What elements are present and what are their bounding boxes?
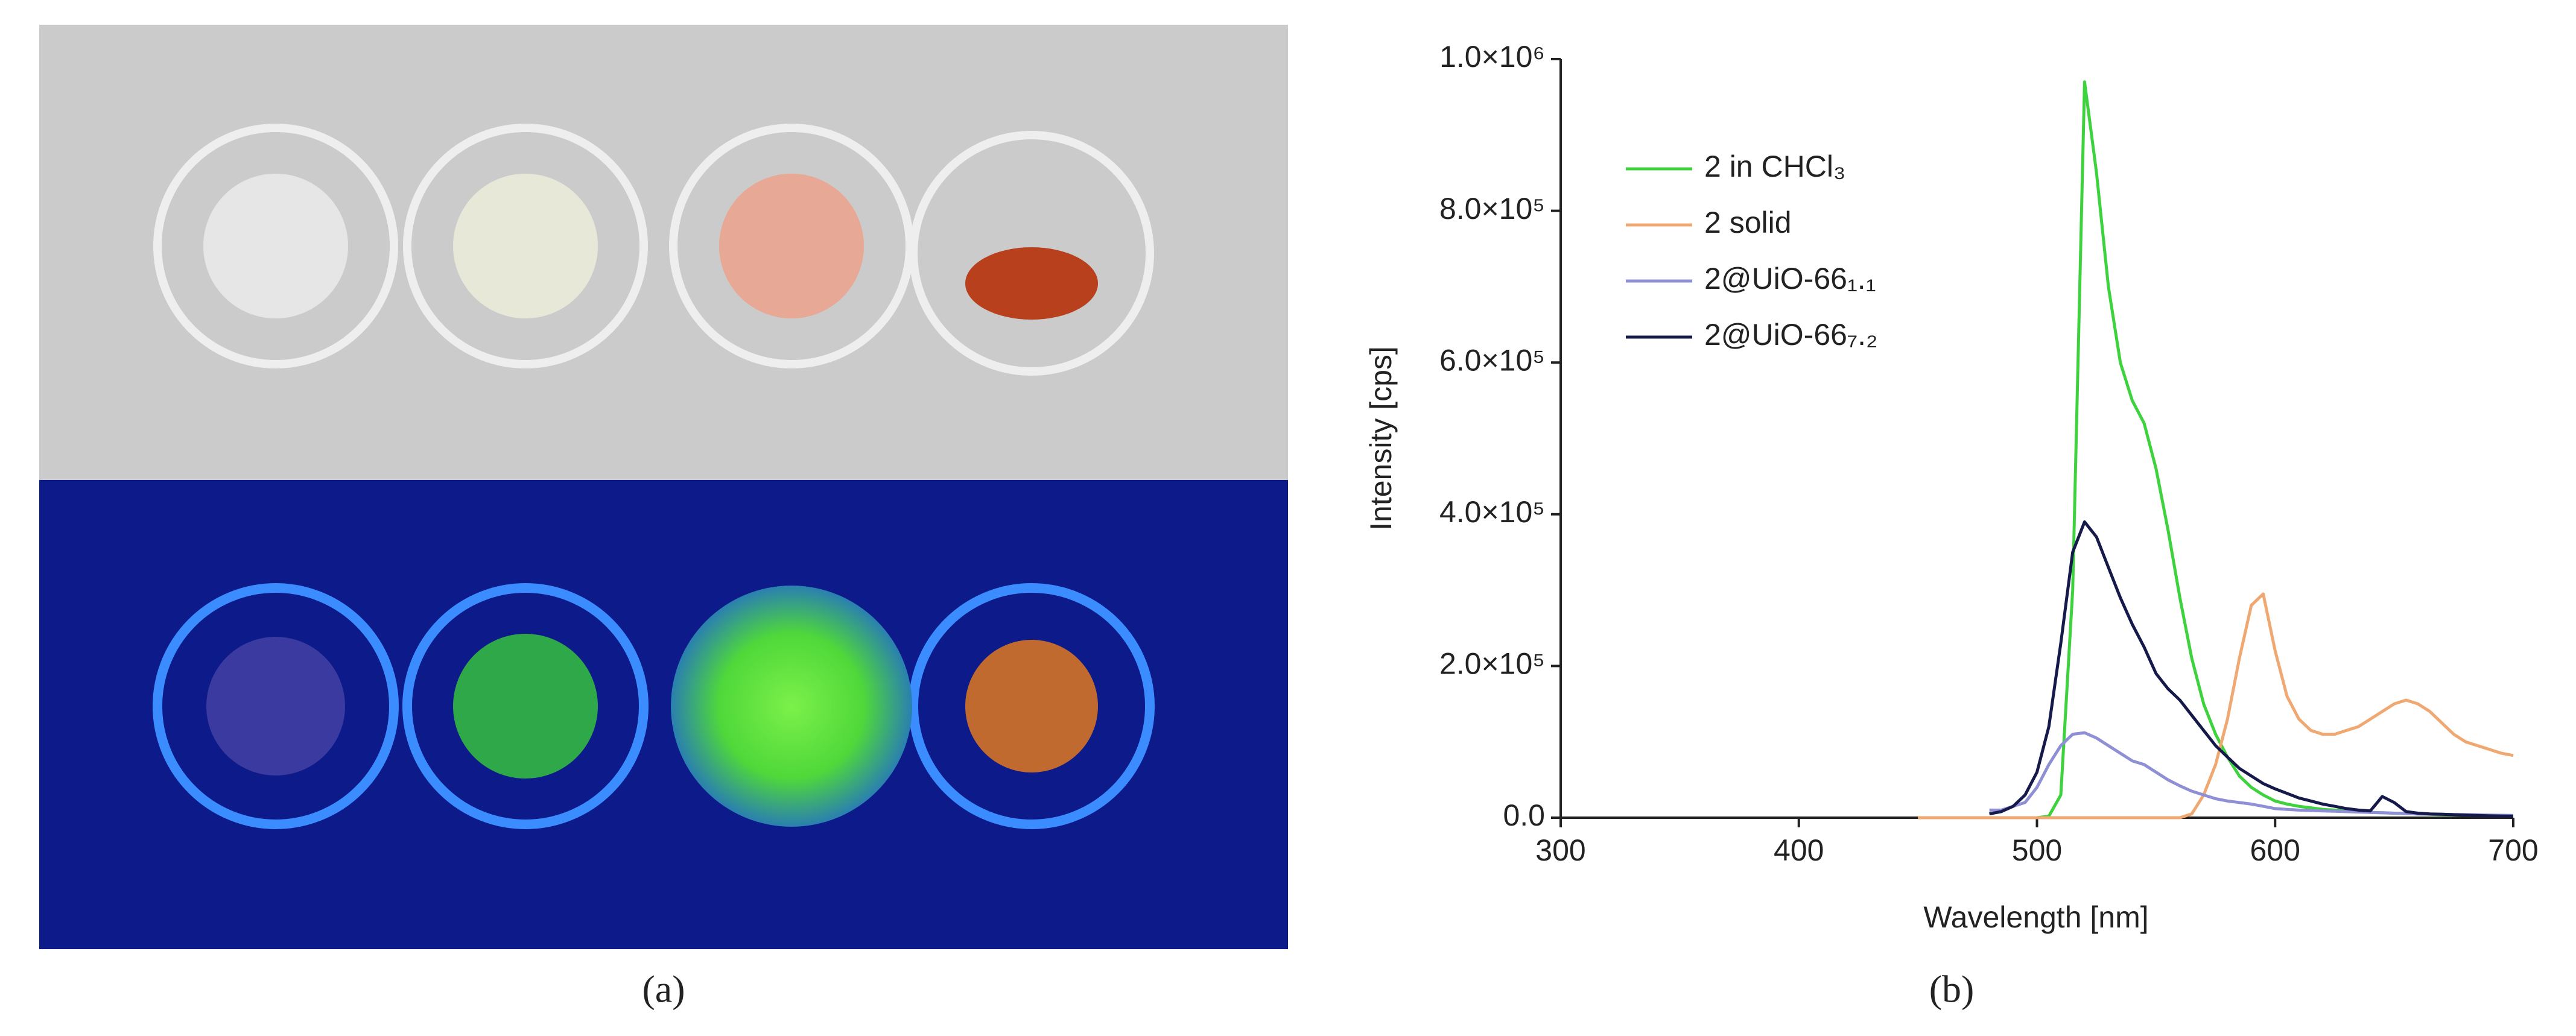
photo	[39, 25, 1288, 949]
series-line	[1989, 731, 2514, 817]
legend-label: 2@UiO-66₇.₂	[1704, 318, 1877, 352]
sample	[965, 247, 1098, 320]
vials-uv	[153, 583, 1155, 829]
series-line	[1918, 592, 2514, 820]
vials-daylight	[153, 124, 1154, 376]
y-tick-label: 1.0×10⁶	[1439, 40, 1545, 74]
sample	[453, 174, 598, 318]
panel-label: (a)	[642, 968, 685, 1011]
legend-label: 2@UiO-66₁.₁	[1704, 262, 1876, 295]
sample	[671, 586, 912, 827]
y-tick-label: 4.0×10⁵	[1439, 495, 1545, 529]
x-tick-label: 300	[1535, 833, 1585, 867]
vial	[402, 583, 649, 829]
x-tick-label: 700	[2488, 833, 2538, 867]
y-axis-title: Intensity [cps]	[1364, 346, 1398, 531]
vial	[153, 583, 399, 829]
panel-label: (b)	[1929, 968, 1975, 1011]
y-tick-label: 8.0×10⁵	[1439, 192, 1545, 226]
y-tick-label: 6.0×10⁵	[1439, 343, 1545, 377]
x-tick-label: 500	[2012, 833, 2062, 867]
vial	[153, 124, 398, 368]
sample	[203, 174, 348, 318]
x-tick-label: 600	[2250, 833, 2300, 867]
sample	[206, 637, 345, 775]
vial	[909, 583, 1155, 829]
sample	[719, 174, 864, 318]
x-tick-label: 400	[1774, 833, 1824, 867]
sample	[965, 640, 1098, 772]
series-line	[1989, 520, 2514, 818]
vial	[403, 124, 648, 368]
y-tick-label: 0.0	[1503, 798, 1545, 832]
sample	[453, 634, 598, 779]
legend-label: 2 in CHCl₃	[1704, 150, 1845, 183]
x-axis-title: Wavelength [nm]	[1923, 900, 2148, 934]
legend-label: 2 solid	[1704, 206, 1792, 239]
vial	[909, 131, 1154, 376]
y-tick-label: 2.0×10⁵	[1439, 647, 1545, 681]
